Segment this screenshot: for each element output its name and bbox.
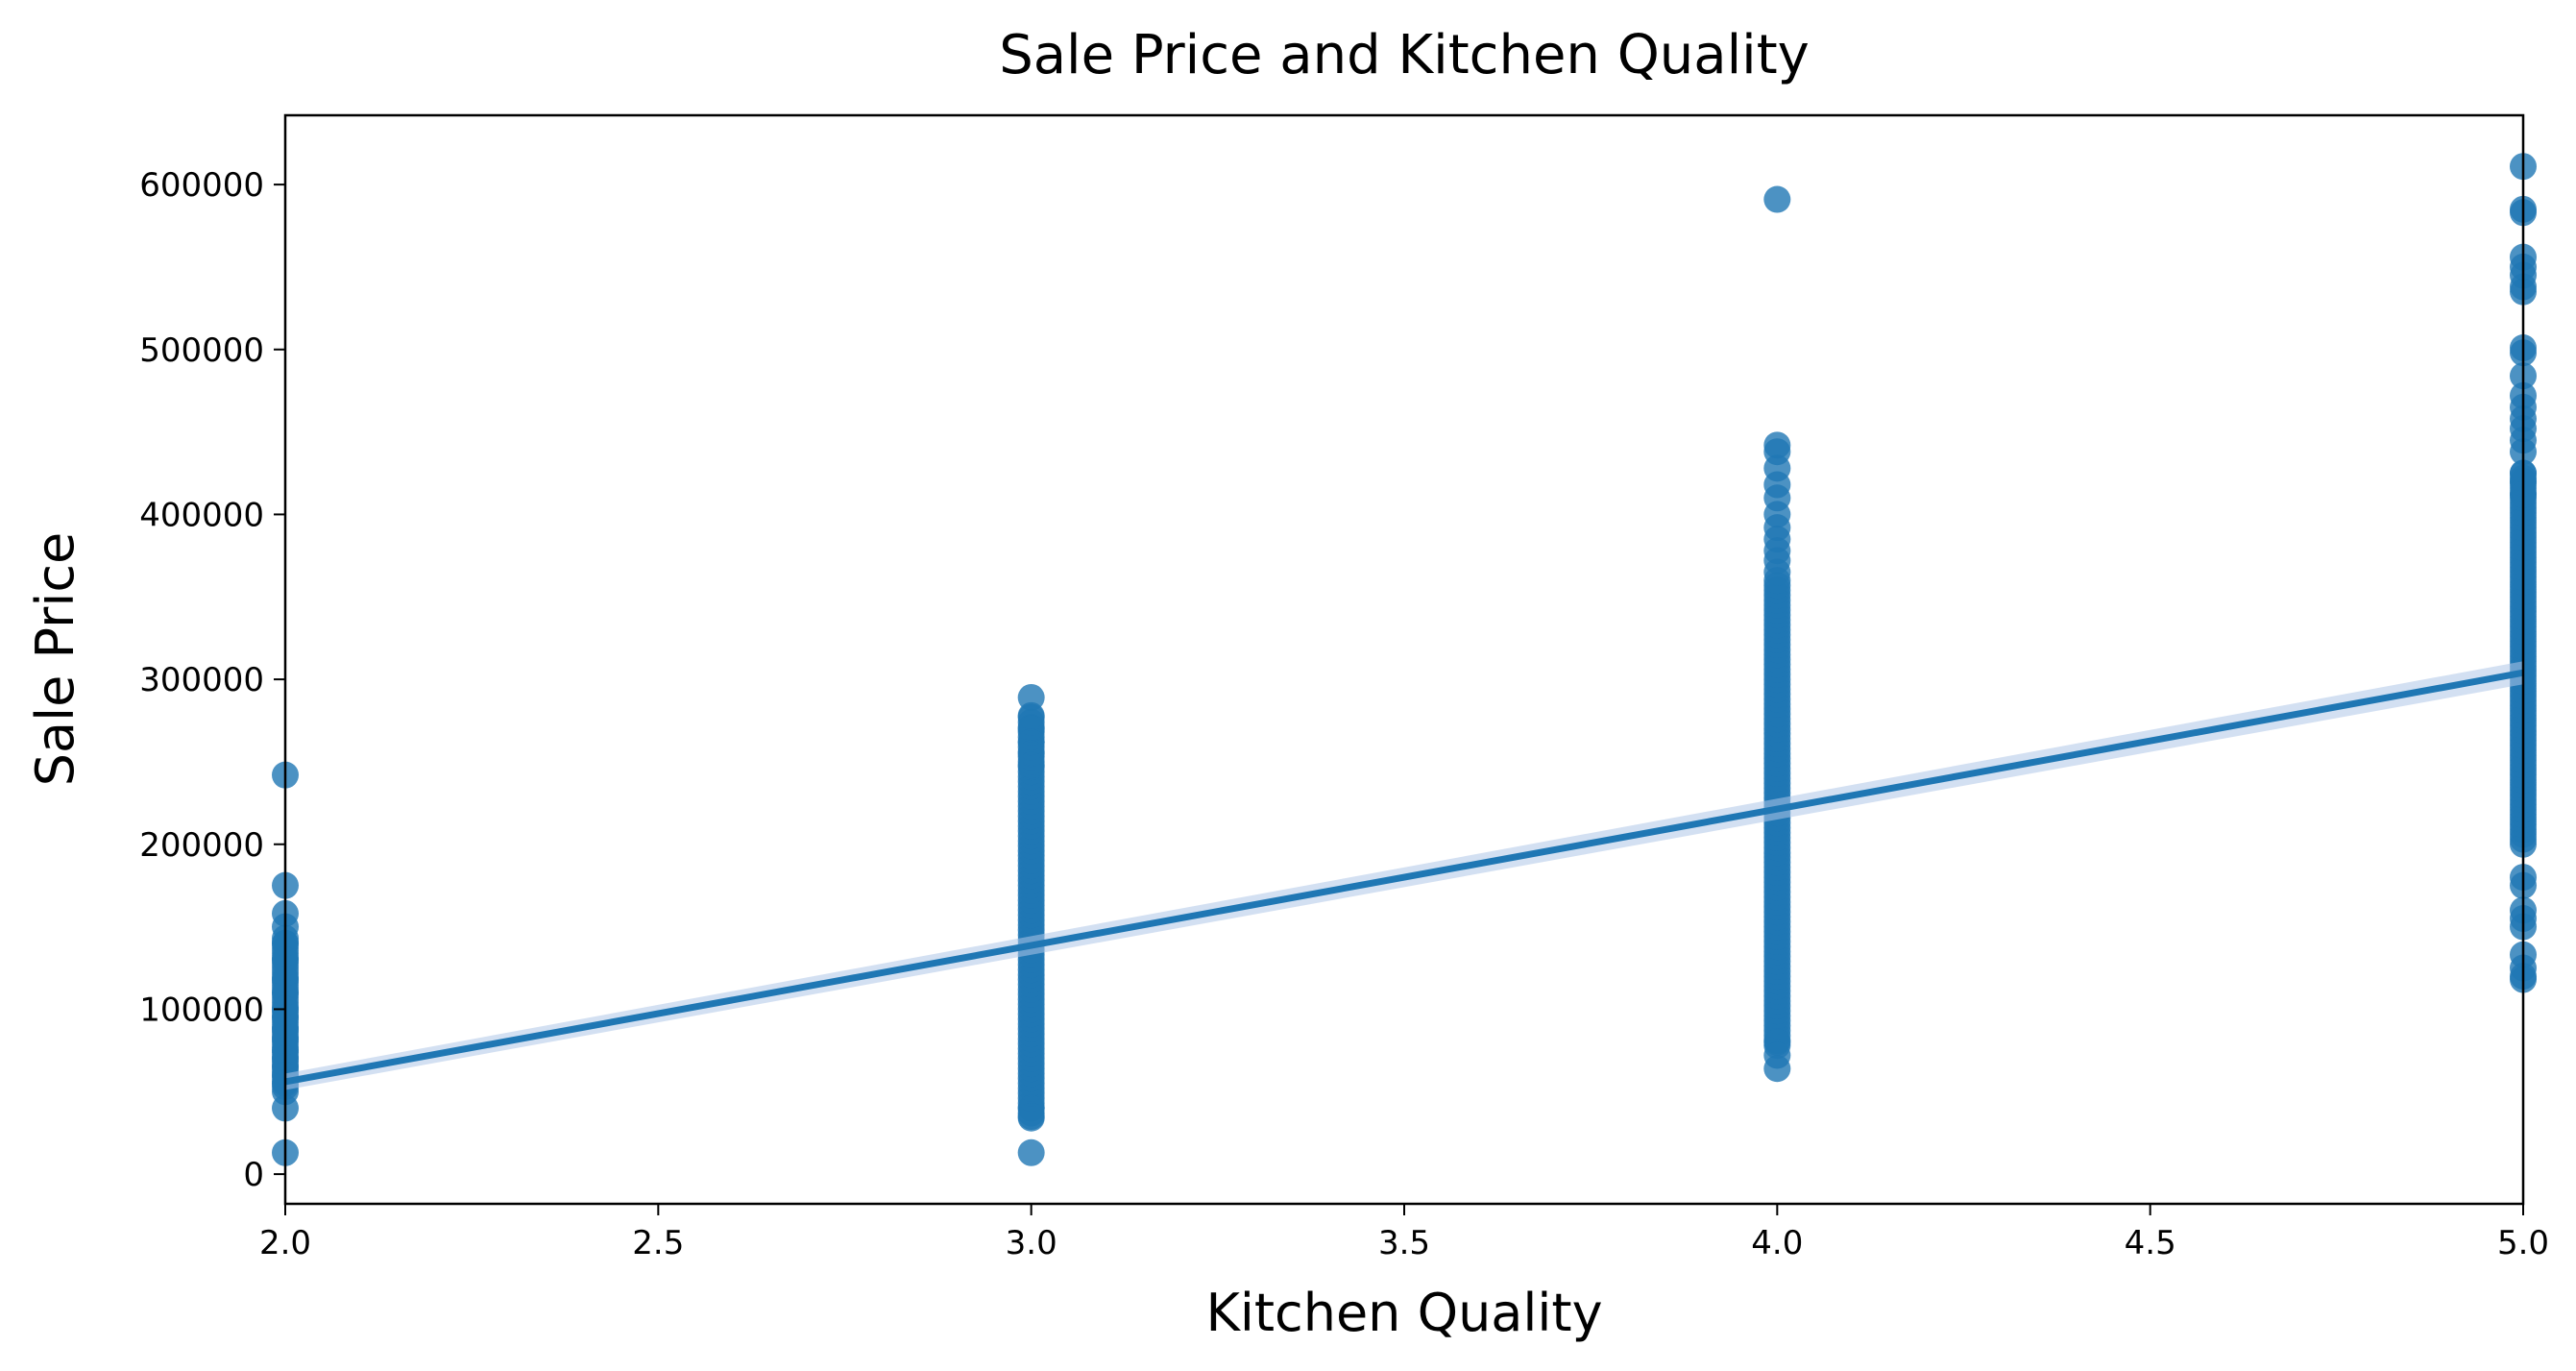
data-point [1017,1103,1045,1131]
x-tick-label: 4.5 [2125,1224,2176,1262]
x-axis-title: Kitchen Quality [1205,1283,1602,1343]
y-tick-label: 0 [243,1156,264,1194]
x-tick-label: 3.0 [1006,1224,1057,1262]
x-tick-label: 5.0 [2497,1224,2549,1262]
x-tick-label: 3.5 [1378,1224,1430,1262]
plot-area [272,153,2537,1166]
data-point [1763,558,1791,586]
x-tick-label: 2.5 [632,1224,684,1262]
data-point [1763,185,1791,213]
chart-title: Sale Price and Kitchen Quality [999,24,1810,86]
y-tick-label: 400000 [139,496,264,534]
series-x-3 [1017,683,1045,1166]
x-axis: 2.0 2.5 3.0 3.5 4.0 4.5 5.0 [259,1204,2549,1262]
data-point [1017,751,1045,779]
regression-line [284,669,2524,1086]
data-point [1763,1055,1791,1083]
y-tick-label: 600000 [139,166,264,205]
x-tick-label: 4.0 [1751,1224,1803,1262]
data-point [1017,1138,1045,1166]
y-tick-label: 500000 [139,331,264,370]
series-x-4 [1763,185,1791,1083]
y-tick-label: 300000 [139,661,264,699]
y-axis-title: Sale Price [25,532,85,787]
y-tick-label: 200000 [139,826,264,865]
x-tick-label: 2.0 [259,1224,311,1262]
y-axis: 0 100000 200000 300000 400000 500000 600000 [139,166,285,1194]
y-tick-label: 100000 [139,991,264,1029]
